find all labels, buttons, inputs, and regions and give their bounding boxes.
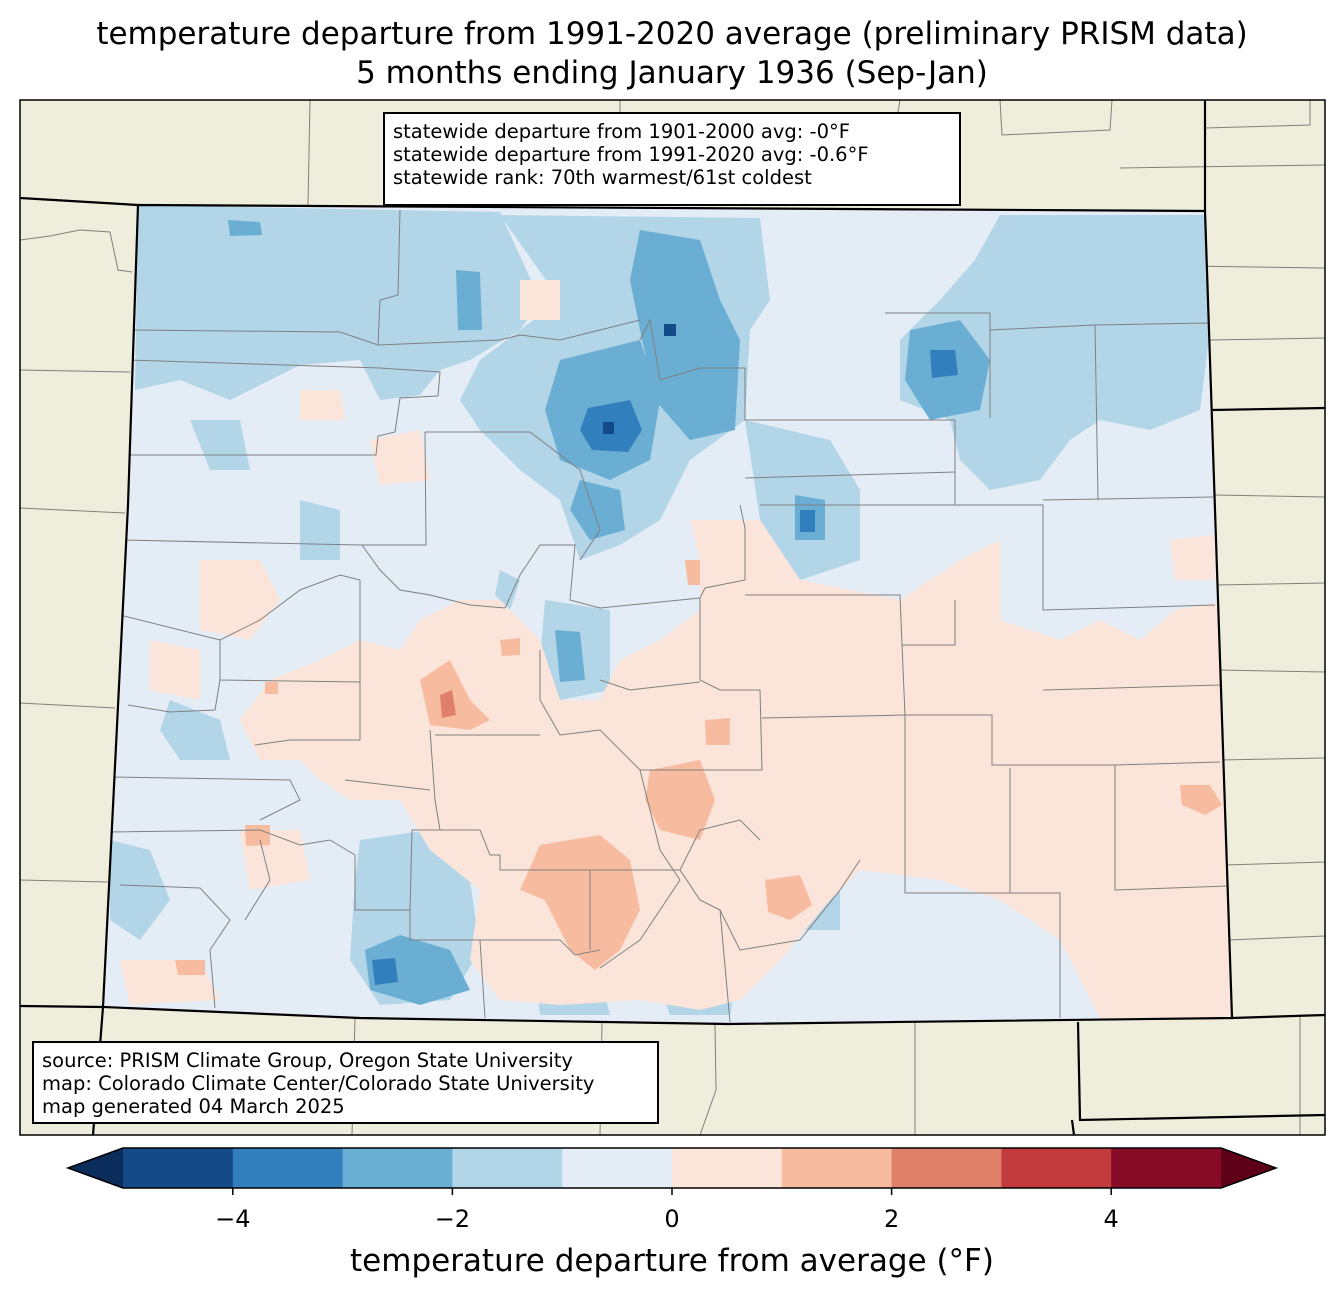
temperature-departure-field bbox=[103, 205, 1232, 1024]
colorbar-under-arrow bbox=[68, 1148, 123, 1188]
stats-line-1901-2000: statewide departure from 1901-2000 avg: … bbox=[393, 120, 850, 143]
statewide-stats-box: statewide departure from 1901-2000 avg: … bbox=[383, 112, 961, 206]
colorbar-tick-label: −4 bbox=[215, 1205, 251, 1233]
map-frame bbox=[19, 99, 1326, 1136]
colorbar-bin-5 bbox=[672, 1148, 783, 1188]
colorbar-bin-1 bbox=[232, 1148, 344, 1188]
colorbar-bin-8 bbox=[1001, 1148, 1112, 1188]
colorbar-bin-4 bbox=[562, 1148, 673, 1188]
county-lines bbox=[107, 209, 1229, 1023]
source-line-prism: source: PRISM Climate Group, Oregon Stat… bbox=[42, 1049, 573, 1072]
colorbar-bin-0 bbox=[123, 1148, 234, 1188]
colorbar-over-arrow bbox=[1221, 1148, 1276, 1188]
colorbar-tick-label: 0 bbox=[664, 1205, 680, 1233]
colorbar-tick-label: 2 bbox=[883, 1205, 900, 1233]
colorbar-tick-label: −2 bbox=[434, 1205, 471, 1233]
colorbar-bin-7 bbox=[891, 1148, 1002, 1188]
map-title: temperature departure from 1991-2020 ave… bbox=[96, 16, 1248, 52]
colorbar-outline bbox=[65, 1147, 1279, 1189]
map-subtitle: 5 months ending January 1936 (Sep-Jan) bbox=[356, 55, 988, 91]
stats-line-1991-2020: statewide departure from 1991-2020 avg: … bbox=[393, 143, 869, 166]
source-line-map-credit: map: Colorado Climate Center/Colorado St… bbox=[42, 1072, 595, 1095]
stats-line-rank: statewide rank: 70th warmest/61st coldes… bbox=[393, 166, 812, 189]
colorbar bbox=[65, 1147, 1279, 1195]
colorbar-bin-9 bbox=[1111, 1148, 1222, 1188]
colorbar-label: temperature departure from average (°F) bbox=[350, 1243, 994, 1279]
colorbar-tick-label: 4 bbox=[1103, 1205, 1119, 1233]
source-line-generated-date: map generated 04 March 2025 bbox=[42, 1095, 345, 1118]
colorbar-bin-2 bbox=[342, 1148, 453, 1188]
colorbar-bin-3 bbox=[452, 1148, 563, 1188]
colorbar-bin-6 bbox=[781, 1148, 893, 1188]
source-box: source: PRISM Climate Group, Oregon Stat… bbox=[32, 1041, 659, 1124]
